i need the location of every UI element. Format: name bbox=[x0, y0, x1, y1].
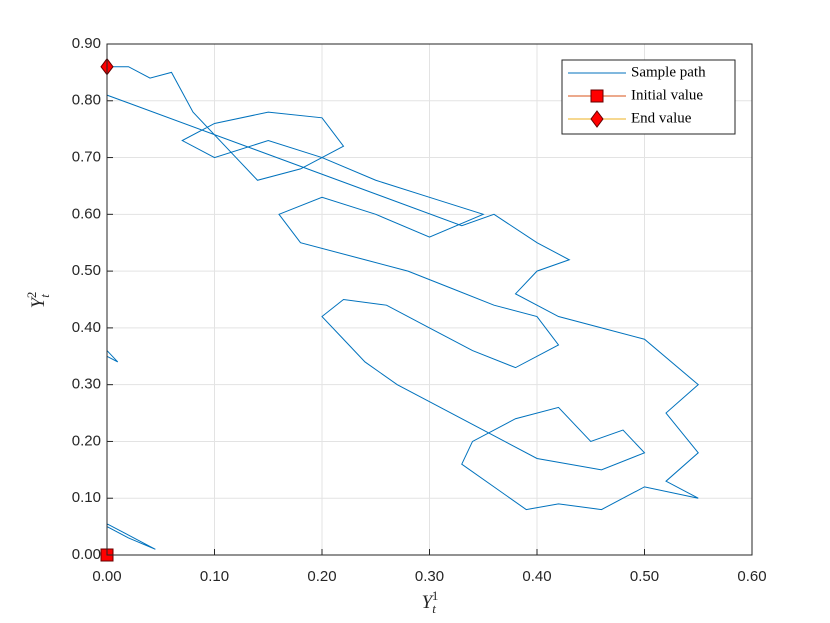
x-label-base: Y bbox=[422, 592, 435, 613]
y-axis-label: Yt2 bbox=[24, 292, 52, 309]
y-tick-label: 0.50 bbox=[72, 262, 101, 279]
y-tick-label: 0.20 bbox=[72, 432, 101, 449]
y-label-base: Y bbox=[28, 295, 49, 308]
y-tick-label: 0.60 bbox=[72, 205, 101, 222]
x-label-sup: 1 bbox=[432, 588, 439, 603]
y-tick-label: 0.40 bbox=[72, 319, 101, 336]
x-tick-label: 0.00 bbox=[92, 568, 121, 585]
y-tick-label: 0.80 bbox=[72, 92, 101, 109]
x-tick-label: 0.10 bbox=[200, 568, 229, 585]
legend: Sample path Initial value End value bbox=[561, 59, 736, 135]
x-tick-label: 0.20 bbox=[307, 568, 336, 585]
y-tick-label: 0.10 bbox=[72, 489, 101, 506]
y-label-sub: t bbox=[37, 294, 52, 298]
marker-diamond bbox=[590, 110, 604, 128]
marker-square bbox=[590, 89, 604, 103]
x-tick-label: 0.30 bbox=[415, 568, 444, 585]
legend-label: Initial value bbox=[631, 87, 703, 103]
x-tick-label: 0.40 bbox=[522, 568, 551, 585]
sample-path bbox=[106, 66, 700, 555]
y-tick-label: 0.00 bbox=[72, 546, 101, 563]
y-label-sup: 2 bbox=[24, 292, 39, 299]
x-tick-label: 0.60 bbox=[737, 568, 766, 585]
legend-label: End value bbox=[631, 110, 692, 126]
legend-label: Sample path bbox=[631, 64, 706, 80]
x-tick-label: 0.50 bbox=[630, 568, 659, 585]
x-label-sub: t bbox=[432, 601, 436, 616]
y-tick-label: 0.90 bbox=[72, 35, 101, 52]
y-tick-label: 0.30 bbox=[72, 376, 101, 393]
y-tick-label: 0.70 bbox=[72, 149, 101, 166]
x-axis-label: Yt1 bbox=[422, 588, 439, 616]
